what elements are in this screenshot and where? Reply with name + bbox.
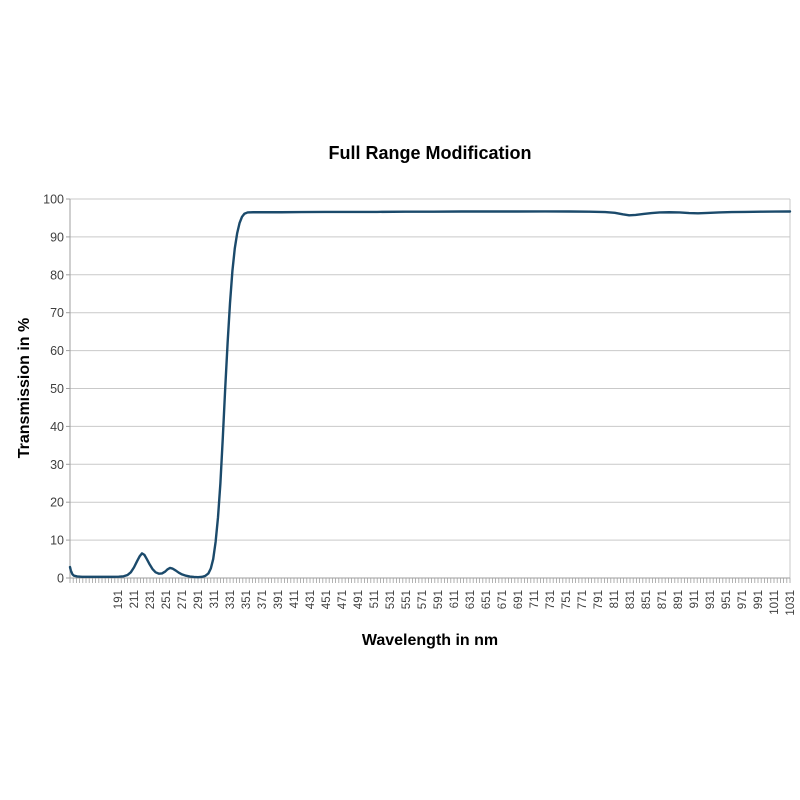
x-tick-label: 691: [513, 590, 525, 609]
x-tick-label: 1011: [769, 590, 781, 615]
x-tick-label: 291: [193, 590, 205, 609]
y-tick-label: 60: [50, 344, 64, 358]
x-tick-label: 471: [337, 590, 349, 609]
y-tick-label: 30: [50, 458, 64, 472]
x-tick-label: 871: [657, 590, 669, 609]
x-tick-label: 811: [609, 590, 621, 608]
y-tick-label: 10: [50, 534, 64, 548]
x-tick-label: 331: [225, 590, 237, 609]
x-tick-label: 651: [481, 590, 493, 609]
x-tick-label: 591: [433, 590, 445, 609]
x-tick-label: 311: [209, 590, 221, 608]
x-tick-label: 911: [689, 590, 701, 608]
x-tick-label: 751: [561, 590, 573, 609]
x-tick-label: 1031: [785, 590, 797, 616]
x-tick-label: 931: [705, 590, 717, 609]
x-tick-label: 791: [593, 590, 605, 609]
x-tick-label: 731: [545, 590, 557, 609]
y-tick-label: 0: [57, 572, 64, 586]
x-tick-label: 671: [497, 590, 509, 609]
x-axis-title: Wavelength in nm: [361, 632, 499, 649]
x-tick-label: 551: [401, 590, 413, 609]
x-tick-label: 771: [577, 590, 589, 609]
x-tick-label: 391: [273, 590, 285, 609]
x-tick-label: 971: [737, 590, 749, 609]
x-tick-label: 371: [257, 590, 269, 609]
x-tick-label: 251: [161, 590, 173, 609]
x-tick-label: 711: [529, 590, 541, 608]
x-tick-label: 231: [145, 590, 157, 609]
x-tick-label: 191: [113, 590, 125, 609]
y-tick-label: 100: [43, 193, 64, 207]
y-tick-label: 40: [50, 420, 64, 434]
x-tick-label: 431: [305, 590, 317, 609]
y-tick-label: 80: [50, 268, 64, 282]
x-tick-label: 851: [641, 590, 653, 609]
x-tick-label: 891: [673, 590, 685, 609]
x-tick-label: 351: [241, 590, 253, 609]
x-tick-label: 611: [449, 590, 461, 608]
x-tick-label: 831: [625, 590, 637, 609]
x-tick-label: 451: [321, 590, 333, 609]
x-tick-label: 411: [289, 590, 301, 608]
y-tick-label: 70: [50, 306, 64, 320]
x-tick-label: 631: [465, 590, 477, 609]
y-tick-label: 20: [50, 496, 64, 510]
x-tick-label: 571: [417, 590, 429, 609]
x-tick-label: 271: [177, 590, 189, 609]
y-tick-label: 50: [50, 382, 64, 396]
x-tick-label: 491: [353, 590, 365, 609]
y-tick-label: 90: [50, 230, 64, 244]
x-tick-label: 531: [385, 590, 397, 609]
transmission-curve: [68, 210, 792, 579]
x-tick-label: 511: [369, 590, 381, 608]
x-tick-label: 991: [753, 590, 765, 609]
chart-title: Full Range Modification: [328, 143, 532, 163]
x-tick-label: 951: [721, 590, 733, 609]
x-tick-label: 211: [129, 590, 141, 608]
